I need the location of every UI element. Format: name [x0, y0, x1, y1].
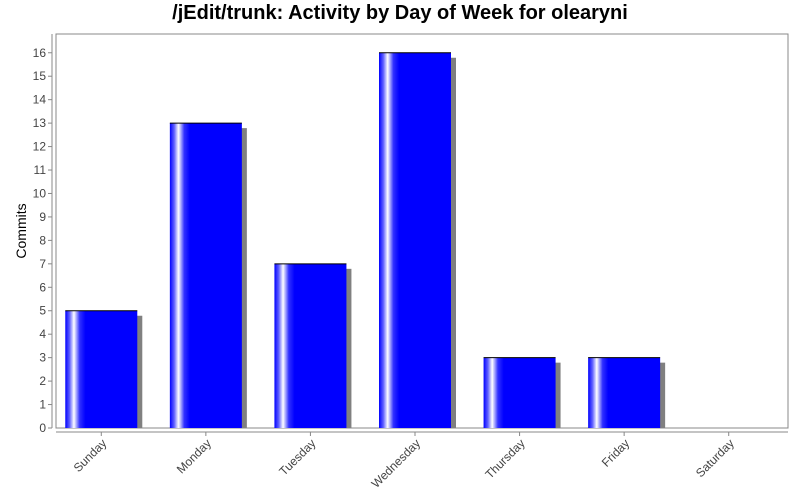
- y-axis-title: Commits: [13, 203, 29, 258]
- chart-title: /jEdit/trunk: Activity by Day of Week fo…: [172, 2, 628, 24]
- y-tick-label: 5: [39, 304, 46, 318]
- y-tick-label: 14: [33, 93, 47, 107]
- y-tick-label: 3: [39, 351, 46, 365]
- bar-thursday: [483, 357, 556, 428]
- y-tick-label: 1: [39, 398, 46, 412]
- x-axis: Sunday Monday Tuesday Wednesday Thursday Frid…: [56, 431, 788, 491]
- x-tick-label: Saturday: [693, 436, 737, 480]
- y-tick-label: 10: [33, 186, 47, 200]
- x-tick-label: Friday: [599, 436, 632, 469]
- bar-wednesday: [379, 52, 451, 429]
- y-tick-label: 12: [33, 140, 47, 154]
- x-tick-label: Sunday: [71, 436, 110, 475]
- y-tick-label: 9: [39, 210, 46, 224]
- y-tick-label: 11: [34, 163, 47, 177]
- y-tick-label: 2: [39, 374, 46, 388]
- bar-monday: [169, 123, 242, 428]
- y-tick-label: 6: [39, 280, 46, 294]
- y-tick-label: 15: [33, 69, 47, 83]
- x-tick-label: Tuesday: [276, 436, 318, 478]
- y-tick-label: 0: [39, 421, 46, 435]
- bar-tuesday: [274, 263, 347, 428]
- bar-friday: [588, 357, 661, 428]
- y-tick-label: 8: [39, 233, 46, 247]
- y-tick-label: 4: [39, 327, 46, 341]
- bars: [65, 52, 666, 429]
- y-tick-label: 16: [33, 46, 47, 60]
- bar-sunday: [65, 310, 138, 428]
- y-tick-label: 13: [33, 116, 47, 130]
- x-tick-label: Thursday: [482, 436, 527, 481]
- y-tick-label: 7: [39, 257, 46, 271]
- x-tick-label: Monday: [174, 436, 214, 476]
- x-tick-label: Wednesday: [369, 436, 424, 491]
